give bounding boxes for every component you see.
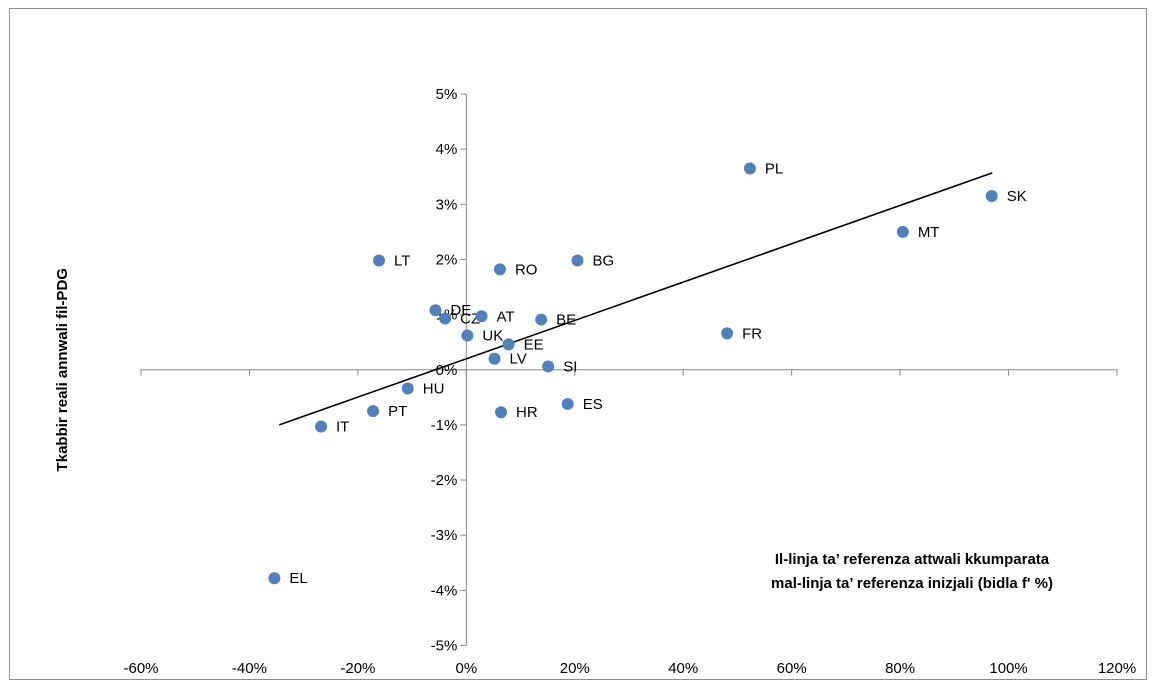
point-label: DE [450,302,471,319]
data-point [373,254,386,267]
point-label: IT [336,419,349,436]
trendline [279,172,993,426]
point-label: UK [482,328,503,345]
x-tick-label: 80% [885,660,915,677]
point-label: EE [524,336,544,353]
data-point [743,162,756,175]
data-point [561,397,574,410]
y-tick-label: -1% [431,417,458,434]
point-label: FR [742,325,762,342]
point-label: LV [510,351,527,368]
axes: -60% -40% -20% 0% 20% 40% 60% 80% 100% 120% -5% -4%… [123,86,1136,677]
x-tick-label: 100% [989,660,1027,677]
y-tick-label: 3% [436,196,458,213]
data-point [268,572,281,585]
trendline-group [279,172,993,426]
data-point [439,312,452,325]
point-label: HR [516,404,538,421]
point-label: EL [289,570,307,587]
x-tick-label: -40% [232,660,267,677]
axis-titles: Tkabbir reali annwali fil-PDG Il-linja ta… [54,268,1053,592]
point-label: PL [765,160,783,177]
point-label: AT [497,308,515,325]
x-tick-label: 60% [777,660,807,677]
point-label: CZ [460,310,480,327]
y-tick-label: 2% [436,251,458,268]
point-label: PT [388,403,407,420]
point-label: BG [592,253,614,270]
data-point [495,406,508,419]
point-label: SK [1007,188,1027,205]
x-tick-label: 120% [1098,660,1136,677]
data-point [896,225,909,238]
data-point [315,420,328,433]
point-label: RO [515,261,538,278]
data-point [401,382,414,395]
data-point [429,304,442,317]
data-point [571,254,584,267]
point-label: BE [556,312,576,329]
data-point [475,310,488,323]
y-tick-label: -4% [431,582,458,599]
data-point [367,405,380,418]
x-axis-title-line: mal-linja ta’ referenza inizjali (bidla … [771,575,1053,592]
data-point [535,313,548,326]
point-label: MT [918,224,940,241]
x-axis-title: Il-linja ta’ referenza attwali kkumparat… [771,551,1053,592]
x-tick-label: 20% [560,660,590,677]
x-tick-label: -20% [340,660,375,677]
y-tick-label: 0% [436,362,458,379]
y-tick-label: 5% [436,86,458,103]
y-tick-label: -2% [431,472,458,489]
point-label: HU [423,381,445,398]
x-tick-label: 40% [668,660,698,677]
y-tick-label: -3% [431,527,458,544]
x-tick-label: -60% [123,660,158,677]
y-tick-label: 4% [436,141,458,158]
point-label: ES [583,396,603,413]
x-axis-title-line: Il-linja ta’ referenza attwali kkumparat… [775,551,1050,568]
point-label: SI [563,358,577,375]
data-point [721,327,734,340]
data-point [542,360,555,373]
data-point [985,190,998,203]
chart-frame [9,8,1147,680]
y-axis-title: Tkabbir reali annwali fil-PDG [54,268,71,471]
point-label: LT [394,253,410,270]
x-tick-label: 0% [455,660,477,677]
y-tick-label: -5% [431,638,458,655]
data-point [488,352,501,365]
data-point [461,329,474,342]
data-point [502,338,515,351]
data-point [493,263,506,276]
